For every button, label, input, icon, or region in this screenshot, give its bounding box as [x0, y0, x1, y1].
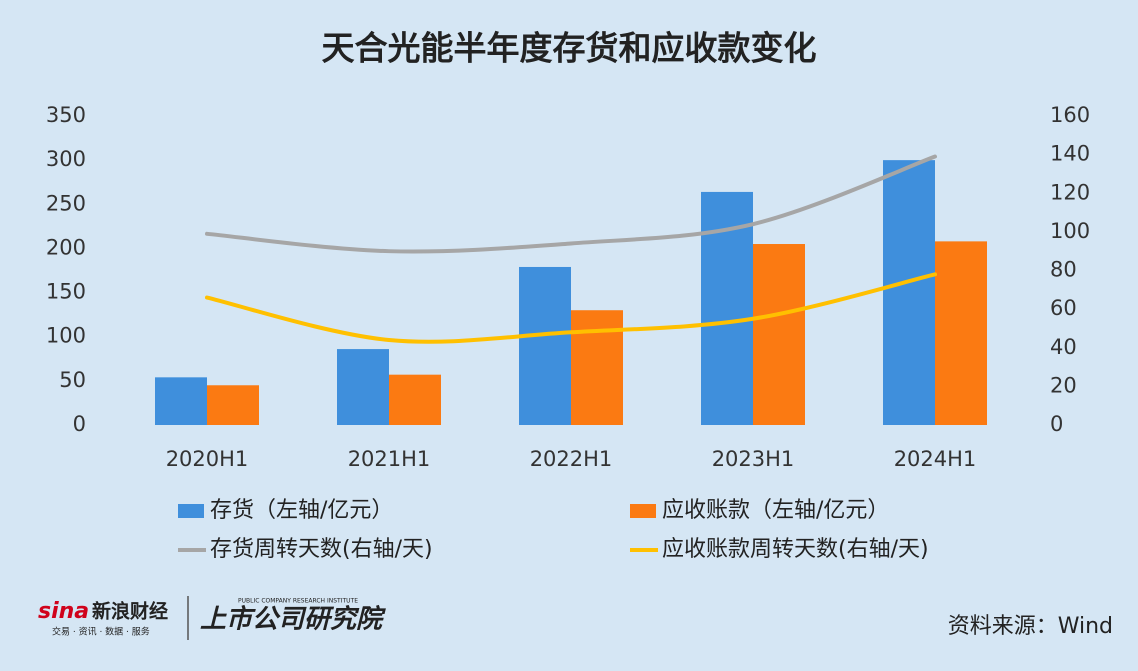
y-tick-label: 200	[46, 235, 86, 259]
legend-label: 应收账款（左轴/亿元）	[662, 498, 889, 523]
y-tick-label: 0	[73, 412, 86, 436]
y2-tick-label: 160	[1050, 103, 1090, 127]
bar	[935, 241, 987, 425]
bar	[883, 160, 935, 425]
y2-tick-label: 140	[1050, 142, 1090, 166]
bar	[337, 349, 389, 425]
legend-swatch	[630, 504, 656, 518]
legend-label: 存货周转天数(右轴/天)	[210, 537, 433, 562]
chart-title: 天合光能半年度存货和应收款变化	[322, 29, 817, 68]
bar	[207, 385, 259, 425]
x-tick-label: 2020H1	[166, 447, 249, 471]
legend-swatch	[178, 504, 204, 518]
bar	[389, 374, 441, 425]
x-tick-label: 2021H1	[348, 447, 431, 471]
logo-sina-sub: 交易 · 资讯 · 数据 · 服务	[52, 626, 150, 638]
bar	[753, 244, 805, 425]
bar	[155, 377, 207, 425]
logo-sina: sina	[38, 599, 89, 624]
y2-tick-label: 20	[1050, 373, 1077, 397]
y2-tick-label: 80	[1050, 258, 1077, 282]
legend-label: 应收账款周转天数(右轴/天)	[662, 537, 929, 562]
y2-tick-label: 100	[1050, 219, 1090, 243]
y-tick-label: 350	[46, 103, 86, 127]
source: 资料来源：Wind	[948, 614, 1113, 639]
y-tick-label: 100	[46, 324, 86, 348]
x-tick-label: 2024H1	[894, 447, 977, 471]
line	[205, 154, 937, 254]
logo-institute: 上市公司研究院	[200, 605, 386, 635]
y2-tick-label: 0	[1050, 412, 1063, 436]
x-tick-label: 2023H1	[712, 447, 795, 471]
x-tick-label: 2022H1	[530, 447, 613, 471]
legend-label: 存货（左轴/亿元）	[210, 498, 393, 523]
y-tick-label: 300	[46, 147, 86, 171]
y-tick-label: 250	[46, 191, 86, 215]
y-tick-label: 150	[46, 280, 86, 304]
y-tick-label: 50	[59, 368, 86, 392]
logo-institute-en: PUBLIC COMPANY RESEARCH INSTITUTE	[238, 598, 358, 605]
line	[205, 272, 937, 344]
y2-tick-label: 40	[1050, 335, 1077, 359]
y2-tick-label: 60	[1050, 296, 1077, 320]
bar	[519, 266, 571, 425]
bar	[571, 310, 623, 425]
logo-sina-cn: 新浪财经	[92, 600, 168, 623]
y2-tick-label: 120	[1050, 180, 1090, 204]
